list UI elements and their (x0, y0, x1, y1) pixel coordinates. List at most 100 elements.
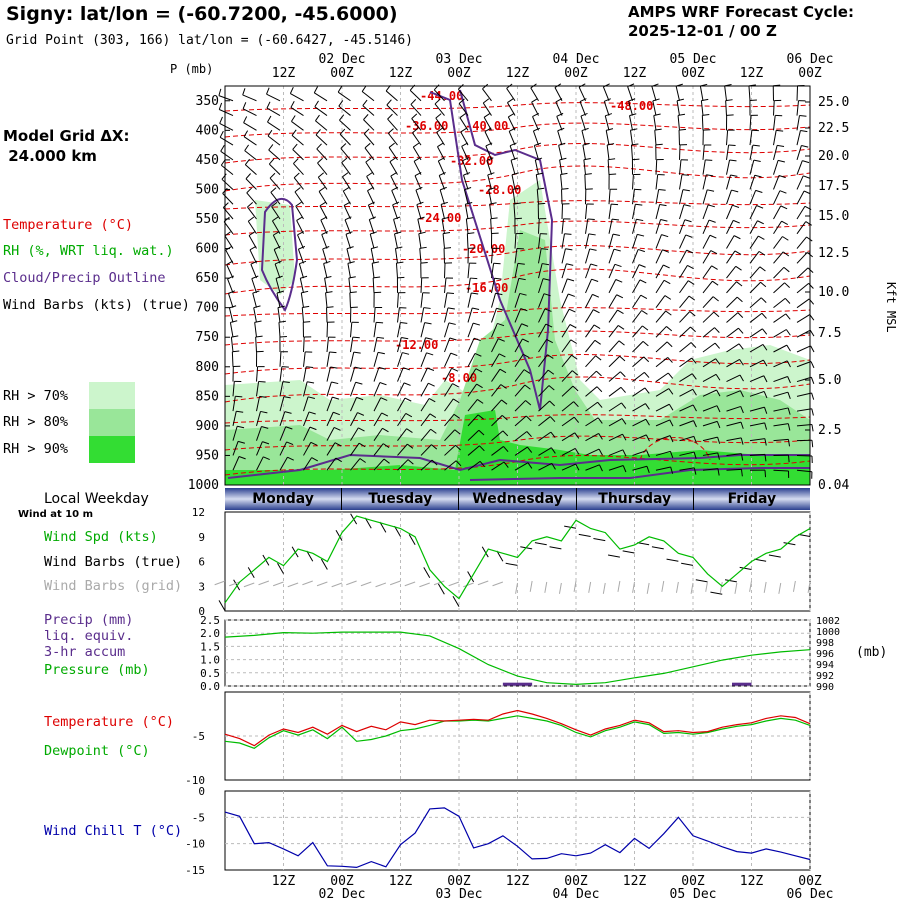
wind-barb-flag (339, 128, 346, 135)
wind-barb-shaft (387, 118, 398, 131)
wind-barb-shaft (773, 391, 789, 397)
wind-barb-flag (259, 395, 267, 398)
wind-barb-grid (807, 581, 811, 593)
wind-barb-grid (229, 581, 240, 587)
wind-barb-shaft (773, 100, 775, 116)
wind-barb-shaft (773, 329, 787, 338)
temperature-contour (224, 122, 811, 138)
wind-barb-shaft (655, 249, 663, 264)
wind-barb-flag (688, 295, 696, 301)
wind-barb-flag (717, 452, 720, 460)
wind-barb-shaft (367, 190, 375, 205)
wind-barb-shaft (603, 101, 610, 116)
wind-barb-true (593, 538, 606, 542)
wind-barb-true (578, 533, 591, 537)
wind-barb-flag (460, 127, 467, 133)
wind-barb-shaft (561, 339, 572, 353)
wind-barb-flag (645, 434, 650, 442)
wind-barb-shaft (679, 357, 693, 368)
wind-barb-flag (308, 411, 316, 415)
wind-barb-flag (533, 127, 541, 132)
wind-barb-shaft (726, 405, 741, 412)
wind-barb-flag (386, 99, 392, 106)
wind-barb-shaft (561, 203, 564, 220)
chill-tick-label: -5 (192, 811, 205, 824)
wind-barb-flag (496, 307, 504, 311)
wind-barb-flag (569, 324, 577, 329)
wind-barb-shaft (491, 384, 502, 397)
wind-barb-shaft (486, 160, 492, 175)
wind-barb-shaft (655, 357, 669, 368)
wind-barb-flag (622, 433, 627, 441)
wind-barb-shaft (608, 189, 611, 205)
dewpoint-line (224, 715, 811, 749)
wind-barb-shaft (514, 462, 529, 471)
wind-barb-shaft (514, 248, 518, 264)
time-tick-label-bottom: 12Z (623, 874, 647, 889)
wind-barb-flag (293, 158, 299, 164)
wind-barb-shaft (585, 294, 593, 308)
wind-barb-flag (568, 308, 576, 313)
wind-barb-flag (285, 426, 293, 430)
wind-barb-shaft (509, 145, 516, 161)
wind-barb-flag (556, 112, 564, 117)
wind-barb-true (739, 566, 752, 570)
wind-barb-shaft (655, 435, 671, 442)
wind-barb-flag (358, 427, 365, 432)
wind-barb-flag (536, 172, 544, 176)
wind-barb-shaft (608, 449, 624, 456)
wind-barb-shaft (266, 93, 281, 102)
wind-barb-flag (477, 414, 484, 420)
wind-barb-shaft (773, 313, 787, 323)
wind-barb-flag (291, 115, 296, 122)
wind-barb-flag (541, 248, 549, 250)
wind-barb-flag (219, 130, 224, 138)
precip-tick-label: 0.0 (200, 680, 220, 693)
wind-barb-shaft (561, 432, 576, 442)
wind-barb-flag (678, 128, 687, 131)
wind-barb-shaft (702, 420, 718, 427)
wind-barb-flag (378, 366, 386, 370)
wind-barb-flag (571, 354, 578, 360)
wind-barb-flag (523, 353, 530, 359)
wind-barb-flag (355, 381, 363, 385)
pressure-tick-label: 750 (196, 330, 219, 345)
wind-barb-shaft (578, 86, 586, 101)
wind-barb-grid (763, 581, 767, 593)
wind-barb-flag (691, 373, 697, 380)
wind-barb-shaft (397, 413, 407, 427)
wind-barb-flag (568, 293, 575, 297)
wind-barb-flag (757, 220, 764, 225)
wind-barb-shaft (538, 218, 540, 234)
pressure-tick-label: 700 (196, 301, 219, 316)
wind-barb-shaft (749, 145, 754, 160)
wind-barb-flag (266, 87, 270, 95)
wind-barb-flag (653, 113, 661, 116)
wind-barb-shaft (582, 145, 586, 160)
wind-barb-shaft (458, 103, 469, 116)
wind-barb-flag (763, 407, 768, 414)
wind-barb-shaft (561, 401, 574, 412)
wind-barb-shaft (507, 116, 516, 131)
wind-barb-shaft (632, 219, 637, 234)
wind-barb-shaft (538, 263, 543, 279)
wind-barb-shaft (326, 381, 332, 397)
wind-barb-grid (749, 580, 752, 592)
wind-barb-flag (809, 329, 815, 337)
wind-barb-shaft (491, 446, 504, 456)
wind-barb-shaft (584, 174, 586, 190)
wind-barb-flag (573, 416, 580, 423)
wind-barb-flag (760, 281, 767, 288)
wind-barb-flag (455, 444, 461, 451)
wind-barb-flag (760, 297, 767, 303)
wind-barb-shaft (420, 367, 428, 382)
wind-barb-shaft (417, 219, 422, 234)
wind-barb-flag (236, 410, 244, 413)
wind-barb-flag (646, 450, 650, 458)
wind-barb-flag (359, 458, 366, 463)
wind-barb-shaft (796, 283, 809, 294)
wind-barb-shaft (392, 204, 398, 220)
wind-barb-flag (478, 429, 485, 436)
wind-barb-flag (594, 339, 601, 345)
wind-barb-shaft (326, 337, 330, 353)
